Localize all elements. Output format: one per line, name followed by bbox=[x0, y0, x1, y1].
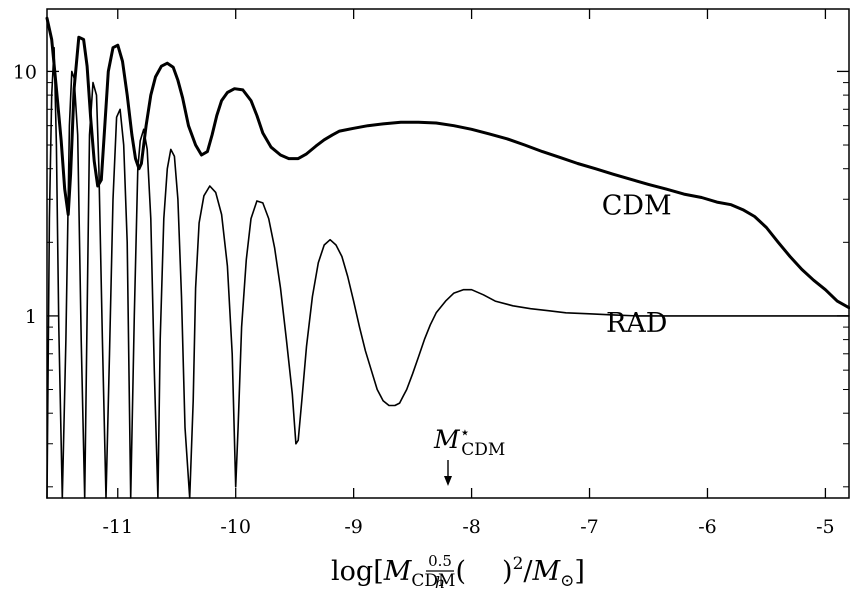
x-tick-label: -5 bbox=[816, 516, 835, 538]
x-axis-label-m: M bbox=[383, 556, 413, 587]
x-axis-label-close: ] bbox=[574, 556, 585, 587]
y-ticks: 1 10 bbox=[13, 61, 849, 488]
x-tick-label: -10 bbox=[220, 516, 251, 538]
x-axis-label-exp: 2 bbox=[513, 554, 524, 574]
x-axis-label-fraction: 0.5 h bbox=[426, 552, 454, 592]
x-axis-label-lead: log[ bbox=[331, 556, 384, 587]
x-tick-label: -11 bbox=[102, 516, 133, 538]
x-tick-label: -6 bbox=[698, 516, 717, 538]
x-tick-label: -7 bbox=[580, 516, 599, 538]
series-label-cdm: CDM bbox=[602, 190, 672, 221]
y-tick-label: 1 bbox=[25, 306, 37, 328]
x-axis-label-frac-den: h bbox=[435, 573, 445, 592]
x-tick-label: -9 bbox=[344, 516, 363, 538]
annotation-arrow-head bbox=[444, 476, 452, 486]
x-tick-label: -8 bbox=[462, 516, 481, 538]
series-line-rad bbox=[46, 46, 850, 499]
x-axis-label: log[MCDM( )2/M⊙] bbox=[331, 554, 585, 591]
y-tick-label: 10 bbox=[13, 61, 37, 83]
series-label-rad: RAD bbox=[606, 308, 667, 339]
series-line-cdm bbox=[45, 16, 850, 310]
x-axis-label-m-sub: CDM bbox=[411, 571, 455, 591]
x-ticks: -11 -10 -9 -8 -7 -6 -5 bbox=[102, 9, 835, 538]
x-axis-label-frac-num: 0.5 bbox=[428, 552, 452, 570]
x-axis-label-msun-sub: ⊙ bbox=[560, 571, 574, 591]
x-axis-label-msun: M bbox=[532, 556, 562, 587]
series-label-layer: CDM RAD bbox=[602, 190, 672, 338]
plot-frame bbox=[46, 8, 850, 499]
annotation-mstar-label: M⋆ CDM bbox=[433, 423, 505, 460]
annotation-layer: M⋆ CDM bbox=[433, 423, 505, 486]
series-layer bbox=[45, 16, 850, 499]
x-axis-label-slash: / bbox=[523, 556, 533, 587]
